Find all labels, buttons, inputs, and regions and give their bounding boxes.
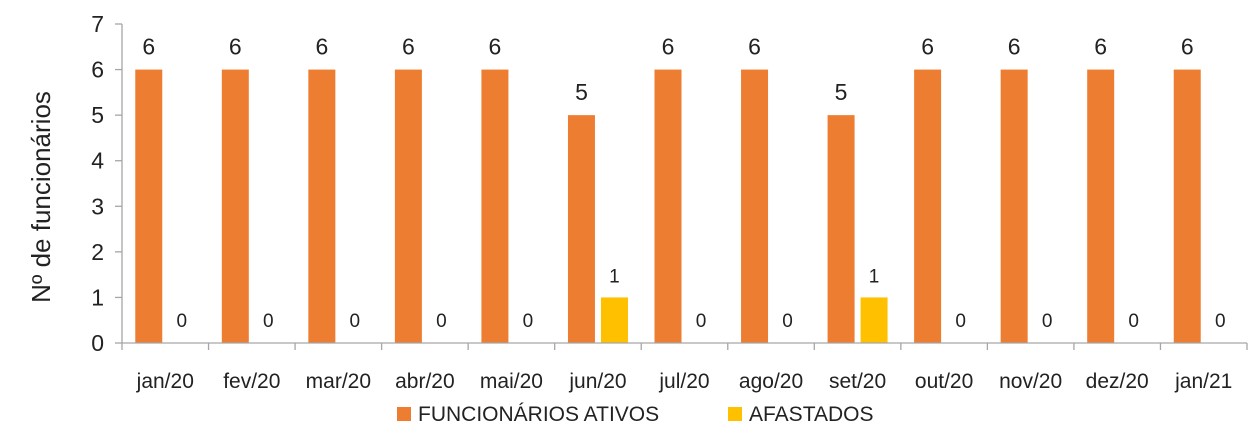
y-tick-label: 2 [91, 239, 104, 265]
x-axis-ticks: jan/20 fev/20 mar/20 abr/20 mai/20 jun/20 jul/… [121, 342, 1248, 393]
y-tick-label: 4 [91, 148, 104, 174]
x-tick-label: mar/20 [306, 370, 371, 393]
data-label-funcionarios-ativos: 6 [402, 34, 415, 60]
data-label-afastados: 0 [176, 311, 187, 332]
y-tick-label: 0 [91, 330, 104, 356]
data-label-afastados: 1 [869, 266, 880, 287]
legend: FUNCIONÁRIOS ATIVOS AFASTADOS [397, 403, 873, 426]
bar-afastados [860, 297, 888, 343]
y-axis-title: Nº de funcionários [26, 91, 56, 303]
y-tick-label: 6 [91, 57, 104, 83]
bar-afastados [600, 297, 628, 343]
data-label-afastados: 0 [523, 311, 534, 332]
x-tick-label: mai/20 [480, 370, 543, 393]
data-label-funcionarios-ativos: 6 [229, 34, 242, 60]
bar-funcionarios-ativos [481, 69, 509, 344]
bar-funcionarios-ativos [221, 69, 249, 344]
x-tick-label: nov/20 [999, 370, 1062, 393]
x-tick-label: dez/20 [1086, 370, 1149, 393]
x-tick-label: set/20 [829, 370, 886, 393]
data-label-funcionarios-ativos: 6 [1008, 34, 1021, 60]
x-tick-label: jan/21 [1174, 370, 1232, 393]
bar-funcionarios-ativos [394, 69, 422, 344]
bar-funcionarios-ativos [914, 69, 942, 344]
x-tick-label: jul/20 [658, 370, 709, 393]
bar-funcionarios-ativos [308, 69, 336, 344]
data-label-funcionarios-ativos: 5 [835, 79, 848, 105]
bar-funcionarios-ativos [1087, 69, 1115, 344]
y-tick-label: 5 [91, 102, 104, 128]
data-label-funcionarios-ativos: 6 [748, 34, 761, 60]
data-label-afastados: 0 [1215, 311, 1226, 332]
x-tick-label: fev/20 [223, 370, 280, 393]
data-label-afastados: 0 [263, 311, 274, 332]
data-label-afastados: 0 [1128, 311, 1139, 332]
y-tick-label: 3 [91, 193, 104, 219]
data-label-funcionarios-ativos: 6 [142, 34, 155, 60]
y-axis-title-group: Nº de funcionários [26, 91, 56, 303]
data-label-afastados: 0 [1042, 311, 1053, 332]
legend-label-funcionarios-ativos: FUNCIONÁRIOS ATIVOS [418, 403, 659, 426]
bar-funcionarios-ativos [1173, 69, 1201, 344]
data-label-funcionarios-ativos: 6 [921, 34, 934, 60]
bar-funcionarios-ativos [567, 115, 595, 344]
bar-funcionarios-ativos [654, 69, 682, 344]
y-tick-label: 7 [91, 11, 104, 37]
data-label-afastados: 1 [609, 266, 620, 287]
legend-label-afastados: AFASTADOS [749, 403, 873, 426]
data-label-funcionarios-ativos: 6 [315, 34, 328, 60]
legend-swatch-funcionarios-ativos [397, 407, 411, 421]
data-label-afastados: 0 [350, 311, 361, 332]
legend-swatch-afastados [728, 407, 742, 421]
bar-funcionarios-ativos [1000, 69, 1028, 344]
data-label-funcionarios-ativos: 6 [489, 34, 502, 60]
data-label-afastados: 0 [696, 311, 707, 332]
x-tick-label: abr/20 [395, 370, 455, 393]
bar-funcionarios-ativos [741, 69, 769, 344]
bar-funcionarios-ativos [135, 69, 163, 344]
bar-funcionarios-ativos [827, 115, 855, 344]
data-label-afastados: 0 [782, 311, 793, 332]
data-label-afastados: 0 [436, 311, 447, 332]
x-tick-label: jun/20 [568, 370, 626, 393]
data-label-funcionarios-ativos: 5 [575, 79, 588, 105]
y-axis-ticks: 0 1 2 3 4 5 6 7 [91, 11, 123, 356]
plot-area: 6 0 6 0 6 0 6 0 6 0 5 1 6 0 6 0 5 1 6 0 6 0 6 0 6 0 [135, 34, 1226, 344]
x-tick-label: jan/20 [136, 370, 194, 393]
x-tick-label: out/20 [915, 370, 973, 393]
data-label-afastados: 0 [955, 311, 966, 332]
data-label-funcionarios-ativos: 6 [662, 34, 675, 60]
x-tick-label: ago/20 [739, 370, 803, 393]
y-tick-label: 1 [91, 284, 104, 310]
data-label-funcionarios-ativos: 6 [1094, 34, 1107, 60]
data-label-funcionarios-ativos: 6 [1181, 34, 1194, 60]
